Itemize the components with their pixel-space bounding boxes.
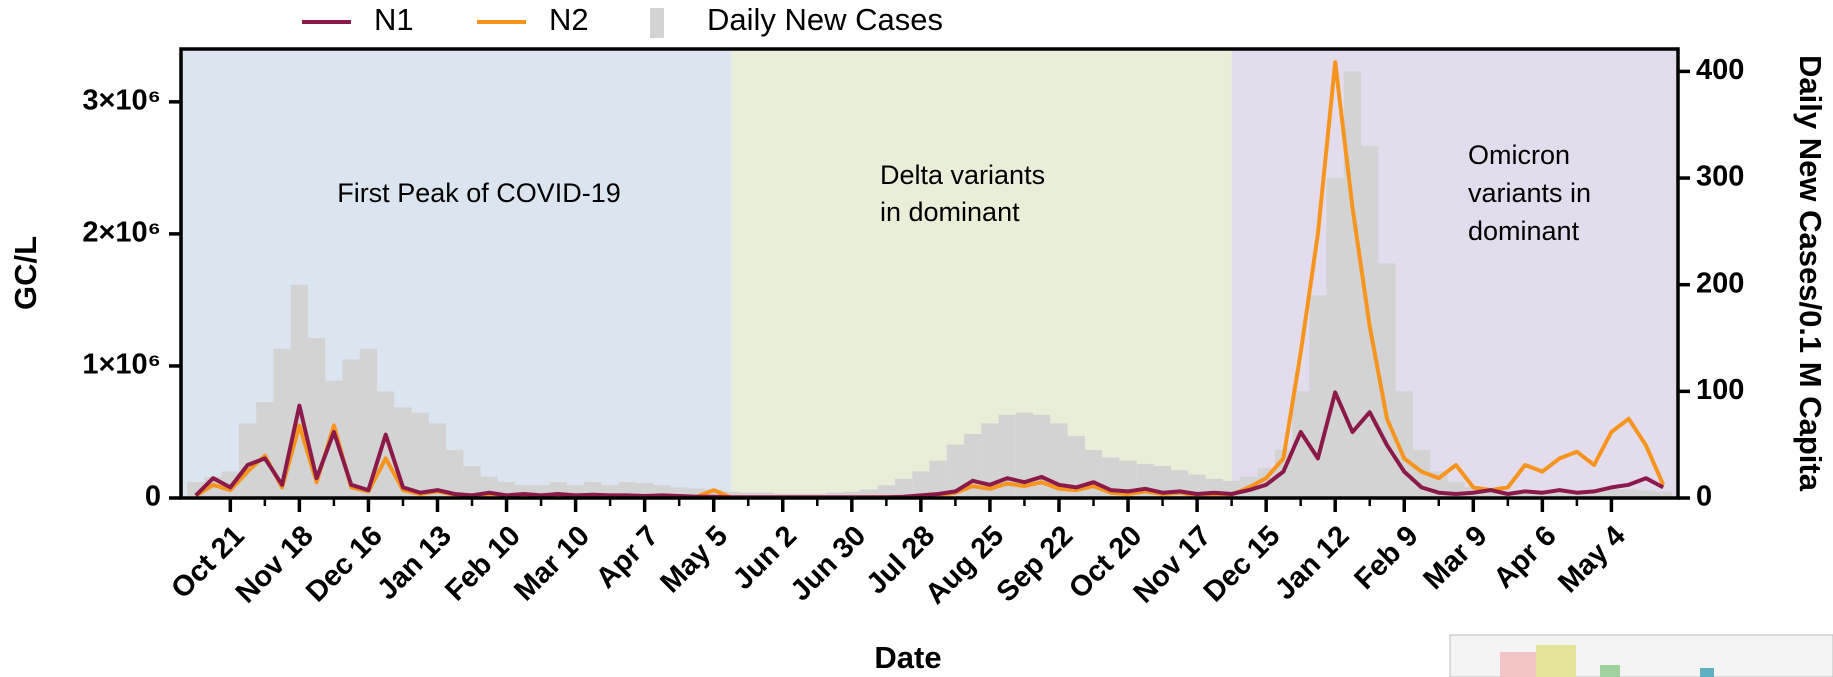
bar (1085, 450, 1102, 498)
x-tick-label: Jan 13 (371, 520, 457, 606)
region-label: First Peak of COVID-19 (337, 178, 621, 208)
x-tick-label: Nov 17 (1128, 520, 1218, 610)
x-tick-label: Aug 25 (919, 520, 1010, 611)
bar (412, 413, 429, 498)
y2-tick-label: 0 (1696, 481, 1712, 513)
legend-label: N2 (549, 2, 589, 37)
region-label: in dominant (880, 197, 1020, 227)
x-tick-label: Mar 9 (1417, 520, 1493, 596)
y-tick-label: 1×10⁶ (82, 349, 161, 381)
x-tick-label: Apr 7 (590, 520, 665, 595)
bar (429, 423, 446, 498)
x-tick-label: Jun 30 (785, 520, 873, 608)
x-tick-label: Apr 6 (1488, 520, 1563, 595)
region-label: Delta variants (880, 160, 1045, 190)
x-tick-label: Mar 10 (508, 520, 596, 608)
x-tick-label: Feb 9 (1348, 520, 1424, 596)
x-tick-label: Sep 22 (991, 520, 1080, 609)
x-tick-label: Dec 15 (1198, 520, 1287, 609)
x-tick-label: Feb 10 (439, 520, 527, 608)
bar (343, 359, 360, 498)
region-label: variants in (1468, 178, 1591, 208)
x-axis-title: Date (874, 640, 941, 675)
region-label: Omicron (1468, 140, 1570, 170)
y2-axis-title: Daily New Cases/0.1 M Capita (1793, 55, 1828, 492)
region-label: dominant (1468, 216, 1580, 246)
legend-swatch (650, 8, 664, 38)
legend-label: Daily New Cases (707, 2, 943, 37)
x-tick-label: May 5 (654, 520, 734, 600)
y2-tick-label: 100 (1696, 374, 1744, 406)
y-tick-label: 3×10⁶ (82, 84, 161, 116)
x-tick-label: Nov 18 (230, 520, 320, 610)
y2-tick-label: 200 (1696, 267, 1744, 299)
x-tick-label: Dec 16 (300, 520, 389, 609)
x-tick-label: May 4 (1552, 520, 1632, 600)
chart: Date GC/L Daily New Cases/0.1 M Capita F… (0, 0, 1833, 677)
y-tick-label: 2×10⁶ (82, 217, 161, 249)
bar (1344, 71, 1361, 498)
y-tick-label: 0 (145, 481, 161, 513)
bar (377, 391, 394, 498)
bar (1327, 178, 1344, 498)
x-tick-label: Jan 12 (1269, 520, 1355, 606)
legend-label: N1 (374, 2, 414, 37)
y2-tick-label: 400 (1696, 54, 1744, 86)
bar (291, 285, 308, 498)
bar (256, 402, 273, 498)
map-thumbnail (1450, 635, 1833, 677)
y-axis-title: GC/L (8, 236, 43, 310)
bar (1309, 295, 1326, 498)
y2-tick-label: 300 (1696, 161, 1744, 193)
